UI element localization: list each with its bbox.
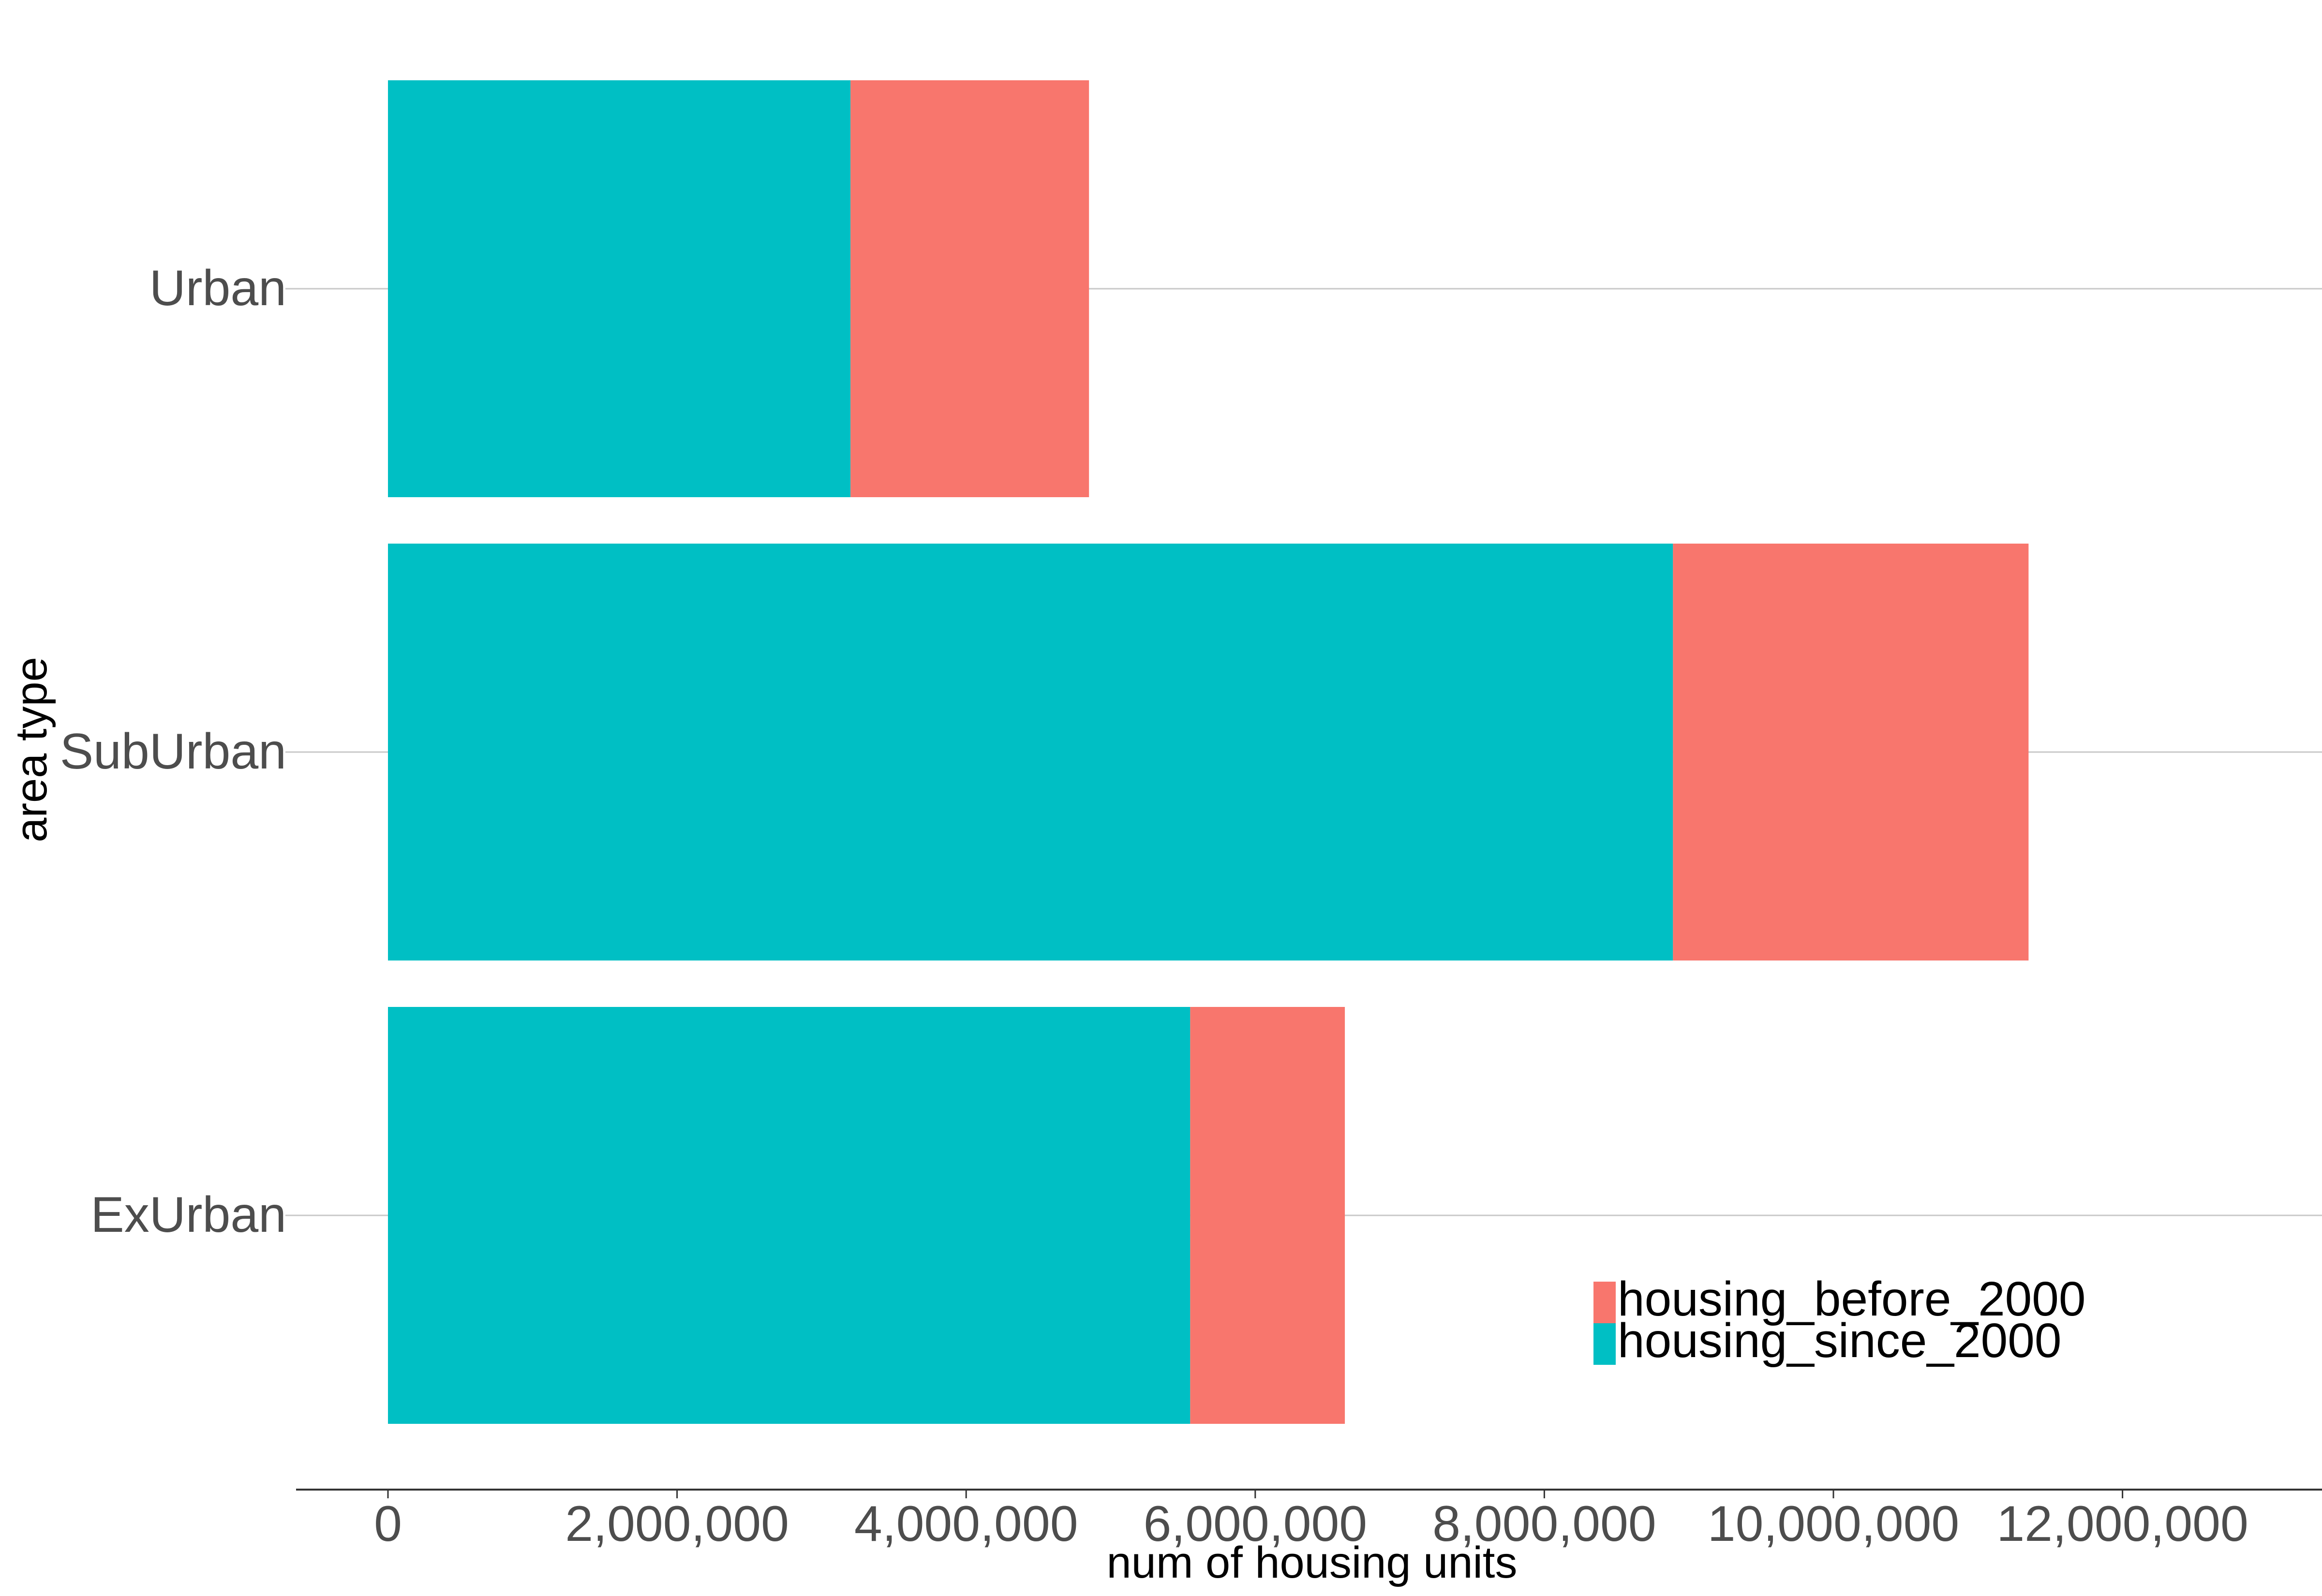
x-tick-label-0: 0 <box>374 1496 402 1552</box>
y-axis-title: area type <box>7 657 56 842</box>
bar-suburban-housing-since-2000 <box>388 544 1673 961</box>
x-tick-label-2: 4,000,000 <box>854 1496 1078 1552</box>
y-tick-label-exurban: ExUrban <box>90 1187 286 1243</box>
y-tick-label-urban: Urban <box>149 260 286 316</box>
x-tick-label-4: 8,000,000 <box>1432 1496 1656 1552</box>
axes: Urban SubUrban ExUrban 0 2,000,000 4,000,000 6… <box>60 260 2322 1552</box>
x-tick-label-5: 10,000,000 <box>1708 1496 1960 1552</box>
bar-urban-housing-since-2000 <box>388 80 851 497</box>
bars <box>388 80 2029 1424</box>
x-tick-label-6: 12,000,000 <box>1996 1496 2248 1552</box>
bar-exurban-housing-since-2000 <box>388 1007 1191 1424</box>
y-tick-label-suburban: SubUrban <box>60 724 286 780</box>
legend-key-housing-since-2000 <box>1593 1323 1616 1365</box>
legend-label-housing-since-2000: housing_since_2000 <box>1618 1314 2061 1368</box>
legend-key-housing-before-2000 <box>1593 1282 1616 1323</box>
x-tick-label-1: 2,000,000 <box>565 1496 789 1552</box>
bar-suburban-housing-before-2000 <box>1673 544 2029 961</box>
x-tick-label-3: 6,000,000 <box>1143 1496 1367 1552</box>
bar-exurban-housing-before-2000 <box>1190 1007 1345 1424</box>
x-axis-title: num of housing units <box>1107 1538 1518 1587</box>
legend-label-housing-before-2000: housing_before_2000 <box>1618 1272 2086 1326</box>
bar-urban-housing-before-2000 <box>850 80 1089 497</box>
